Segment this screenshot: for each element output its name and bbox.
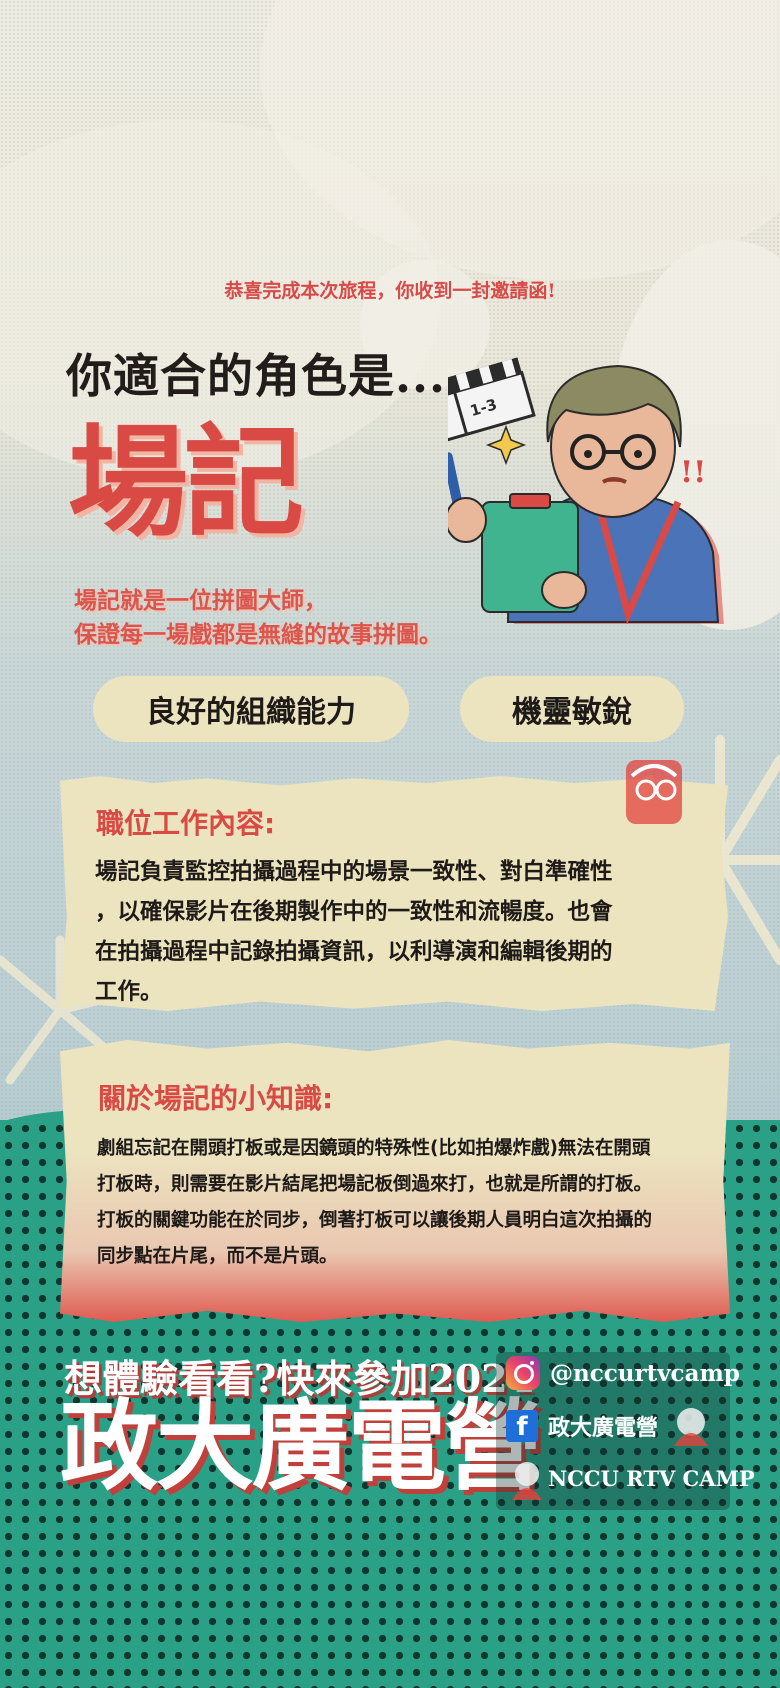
script-supervisor-illustration: 1-3 !!: [448, 357, 724, 624]
svg-text:!!: !!: [680, 455, 706, 490]
trivia-line: 同步點在片尾，而不是片頭。: [97, 1246, 338, 1267]
facebook-icon: f: [506, 1410, 538, 1442]
job-description: 場記負責監控拍攝過程中的場景一致性、對白準確性 ，以確保影片在後期製作中的一致性…: [95, 852, 695, 1012]
job-line: 工作。: [95, 979, 163, 1005]
trivia-line: 劇組忘記在開頭打板或是因鏡頭的特殊性(比如拍爆炸戲)無法在開頭: [97, 1138, 651, 1159]
camp-name: 政大廣電營: [60, 1389, 542, 1504]
job-title: 職位工作內容:: [96, 807, 276, 840]
mascot-icon: [512, 1462, 542, 1500]
instagram-link[interactable]: @nccurtvcamp: [506, 1356, 740, 1390]
job-line: 在拍攝過程中記錄拍攝資訊，以利導演和編輯後期的: [95, 939, 613, 965]
trivia-line: 打板時，則需要在影片結尾把場記板倒過來打，也就是所謂的打板。: [97, 1174, 653, 1195]
role-description-line: 保證每一場戲都是無縫的故事拼圖。: [74, 621, 442, 648]
role-description-line: 場記就是一位拼圖大師，: [74, 587, 327, 614]
role-description: 場記就是一位拼圖大師， 保證每一場戲都是無縫的故事拼圖。: [74, 584, 442, 652]
invitation-subtitle: 恭喜完成本次旅程，你收到一封邀請函!: [224, 280, 556, 302]
cloud-decoration: [360, 260, 490, 390]
cta-line: 想體驗看看?快來參加2024: [64, 1356, 535, 1401]
instagram-handle: @nccurtvcamp: [550, 1359, 740, 1387]
job-line: 場記負責監控拍攝過程中的場景一致性、對白準確性: [95, 859, 613, 885]
trivia-title: 關於場記的小知識:: [98, 1082, 334, 1115]
sparkle-icon: [485, 424, 527, 466]
result-heading: 你適合的角色是...: [66, 349, 447, 403]
trait-pill: 良好的組織能力: [93, 676, 409, 742]
facebook-name: 政大廣電營: [548, 1415, 659, 1441]
instagram-icon: [506, 1356, 540, 1390]
trivia-card: [60, 1040, 730, 1322]
camp-name-en: NCCU RTV CAMP: [548, 1466, 755, 1491]
mascot-icon: [674, 1408, 708, 1446]
role-title: 場記: [68, 412, 304, 553]
trivia-line: 打板的關鍵功能在於同步，倒著打板可以讓後期人員明白這次拍攝的: [97, 1210, 653, 1231]
trait-pill: 機靈敏銳: [460, 676, 684, 742]
trivia-description: 劇組忘記在開頭打板或是因鏡頭的特殊性(比如拍爆炸戲)無法在開頭 打板時，則需要在…: [97, 1131, 697, 1275]
facebook-link[interactable]: f 政大廣電營: [506, 1410, 658, 1442]
job-card: [60, 776, 728, 1011]
job-line: ，以確保影片在後期製作中的一致性和流暢度。也會: [95, 899, 613, 925]
mascot-icon: [626, 760, 682, 824]
clapperboard-icon: 1-3: [448, 357, 536, 444]
